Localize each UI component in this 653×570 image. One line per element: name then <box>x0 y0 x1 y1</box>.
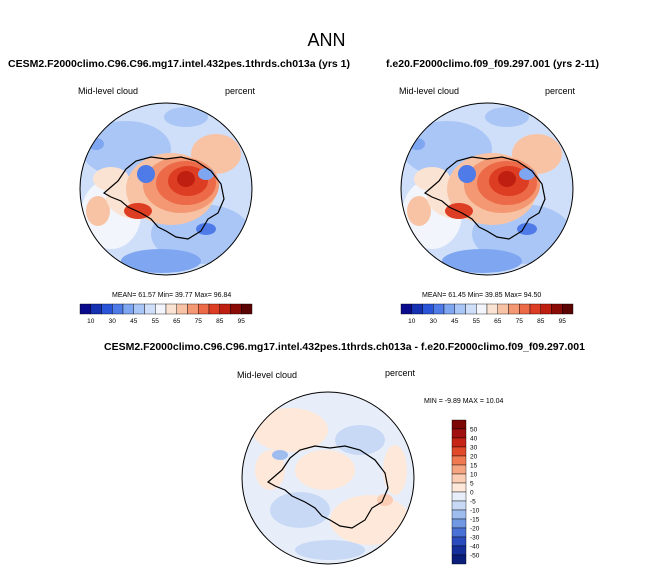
panel1-colorbar-swatch <box>176 303 188 315</box>
panel2-colorbar-swatch <box>433 303 445 315</box>
diff-colorbar-tick-label: -5 <box>470 498 476 505</box>
panel1-colorbar-tick-label: 95 <box>238 318 246 325</box>
panel1-colorbar-swatch <box>79 303 91 315</box>
panel1-colorbar-swatch <box>133 303 145 315</box>
panel2-colorbar-tick-label: 10 <box>408 318 416 325</box>
panel2-colorbar-tick-label: 65 <box>494 318 502 325</box>
panel1-colorbar-tick-label: 55 <box>152 318 160 325</box>
diff-colorbar-tick-label: 5 <box>470 480 474 487</box>
diff-colorbar-tick-label: -15 <box>470 516 480 523</box>
panel2-case-title: f.e20.F2000climo.f09_f09.297.001 (yrs 2-… <box>386 58 600 70</box>
panel2-colorbar-swatch <box>422 303 434 315</box>
panel1-stats: MEAN= 61.57 Min= 39.77 Max= 96.84 <box>112 292 232 299</box>
panel1-colorbar-swatch <box>122 303 134 315</box>
diff-colorbar-tick-label: 50 <box>470 426 478 433</box>
diff-colorbar-tick-label: -30 <box>470 534 480 541</box>
panel2-colorbar-tick-label: 30 <box>430 318 438 325</box>
panel2-colorbar-swatch <box>411 303 423 315</box>
panel2-map <box>400 102 574 276</box>
diff-colorbar-swatch <box>451 473 467 484</box>
diff-colorbar-swatch <box>451 419 467 430</box>
panel2-colorbar-swatch <box>497 303 509 315</box>
panel2-colorbar-tick-label: 55 <box>473 318 481 325</box>
panel3-units-label: percent <box>385 368 416 378</box>
panel2-colorbar-tick-label: 75 <box>516 318 524 325</box>
panel2-colorbar-swatch <box>465 303 477 315</box>
panel1-units-label: percent <box>225 86 256 96</box>
diff-colorbar-swatch <box>451 536 467 547</box>
panel1-colorbar-swatch <box>187 303 199 315</box>
panel1-colorbar-swatch <box>165 303 177 315</box>
diff-colorbar-tick-label: -20 <box>470 525 480 532</box>
panel2-colorbar-tick-label: 45 <box>451 318 459 325</box>
diff-colorbar-swatch <box>451 500 467 511</box>
panel2-colorbar-tick-label: 85 <box>537 318 545 325</box>
panel2-colorbar-swatch <box>443 303 455 315</box>
panel2-variable-label: Mid-level cloud <box>399 86 460 96</box>
panel1-colorbar-tick-label: 45 <box>130 318 138 325</box>
panel2-colorbar-swatch <box>519 303 531 315</box>
panel2-colorbar-swatch <box>540 303 552 315</box>
panel2-colorbar-swatch <box>454 303 466 315</box>
panel3-stats: MIN = -9.89 MAX = 10.04 <box>424 398 504 405</box>
panel2-colorbar-swatch <box>508 303 520 315</box>
diff-colorbar-swatch <box>451 437 467 448</box>
diff-colorbar-tick-label: 0 <box>470 489 474 496</box>
diff-colorbar-tick-label: 15 <box>470 462 478 469</box>
figure-title: ANN <box>307 30 346 50</box>
panel2-colorbar-swatch <box>551 303 563 315</box>
panel1-colorbar-swatch <box>155 303 167 315</box>
panel1-colorbar-tick-label: 65 <box>173 318 181 325</box>
panel1-colorbar-tick-label: 10 <box>87 318 95 325</box>
panel2-colorbar-swatch <box>486 303 498 315</box>
panel1-colorbar-swatch <box>241 303 253 315</box>
panel1-case-title: CESM2.F2000climo.C96.C96.mg17.intel.432p… <box>8 58 350 70</box>
panel1-colorbar-swatch <box>230 303 242 315</box>
panel3-diff-map <box>241 391 415 565</box>
diff-colorbar-swatch <box>451 509 467 520</box>
diff-colorbar-tick-label: 20 <box>470 453 478 460</box>
diff-colorbar-swatch <box>451 446 467 457</box>
diff-colorbar-swatch <box>451 428 467 439</box>
diff-colorbar-tick-label: -40 <box>470 543 480 550</box>
diff-colorbar-tick-label: 10 <box>470 471 478 478</box>
panel2-colorbar-swatch <box>400 303 412 315</box>
diff-colorbar-swatch <box>451 491 467 502</box>
diff-colorbar-tick-label: -50 <box>470 552 480 559</box>
panel3-variable-label: Mid-level cloud <box>237 370 298 380</box>
panel1-colorbar-swatch <box>198 303 210 315</box>
panel1-colorbar-tick-label: 75 <box>195 318 203 325</box>
diff-colorbar-swatch <box>451 455 467 466</box>
panel1-colorbar-tick-label: 85 <box>216 318 224 325</box>
diff-colorbar-swatch <box>451 482 467 493</box>
panel1-colorbar-swatch <box>208 303 220 315</box>
panel1-colorbar-swatch <box>219 303 231 315</box>
panel2-units-label: percent <box>545 86 576 96</box>
panel1-colorbar-swatch <box>90 303 102 315</box>
diff-colorbar-tick-label: 40 <box>470 435 478 442</box>
panel1-variable-label: Mid-level cloud <box>78 86 139 96</box>
panel2-colorbar-swatch <box>476 303 488 315</box>
panel2-stats: MEAN= 61.45 Min= 39.85 Max= 94.50 <box>422 292 542 299</box>
diff-colorbar-swatch <box>451 464 467 475</box>
panel2-colorbar: 10 30 45 55 65 75 85 95 <box>400 303 574 325</box>
panel1-colorbar-tick-label: 30 <box>109 318 117 325</box>
diff-colorbar-swatch <box>451 545 467 556</box>
diff-colorbar-tick-label: 30 <box>470 444 478 451</box>
diff-colorbar-tick-label: -10 <box>470 507 480 514</box>
diff-colorbar-swatch <box>451 554 467 565</box>
panel2-colorbar-tick-label: 95 <box>559 318 567 325</box>
panel1-colorbar-swatch <box>112 303 124 315</box>
panel1-map <box>79 102 253 276</box>
diff-colorbar-swatch <box>451 527 467 538</box>
panel3-case-title: CESM2.F2000climo.C96.C96.mg17.intel.432p… <box>104 341 585 353</box>
diff-colorbar-swatch <box>451 518 467 529</box>
panel1-colorbar-swatch <box>101 303 113 315</box>
panel1-colorbar: 10 30 45 55 65 75 85 95 <box>79 303 253 325</box>
panel1-colorbar-swatch <box>144 303 156 315</box>
panel2-colorbar-swatch <box>529 303 541 315</box>
panel2-colorbar-swatch <box>562 303 574 315</box>
